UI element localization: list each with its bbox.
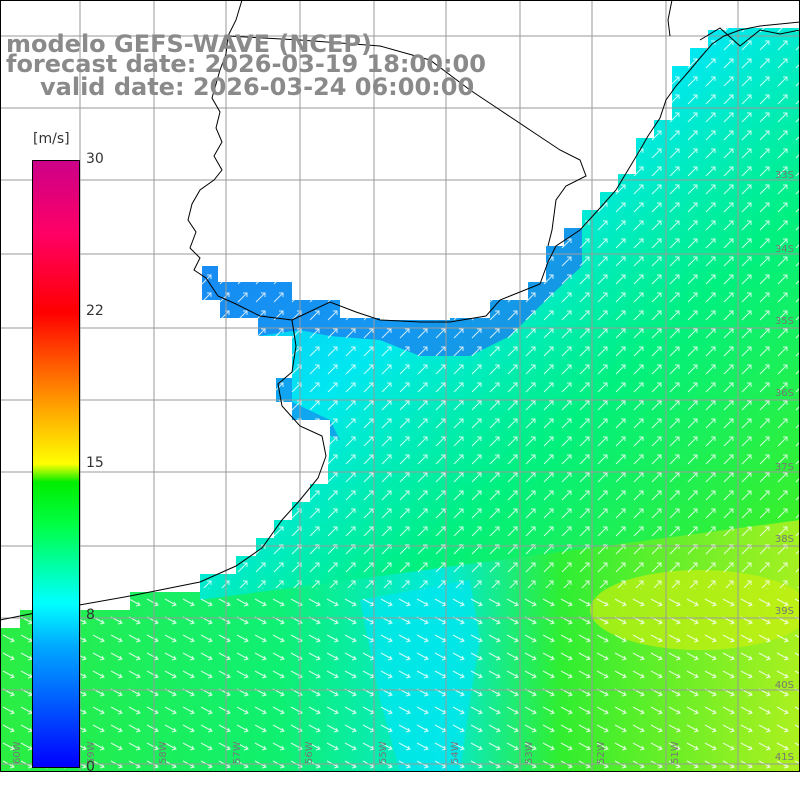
lon-label: 58W [158, 741, 169, 764]
colorbar-tick: 15 [86, 455, 104, 471]
colorbar-tick: 8 [86, 607, 95, 623]
lat-label: 34S [775, 244, 794, 255]
colorbar-unit: [m/s] [33, 131, 70, 147]
lat-label: 38S [775, 534, 794, 545]
title-forecast-date: forecast date: 2026-03-19 18:00:00 [6, 50, 486, 78]
lon-label: 52W [596, 741, 607, 764]
lon-label: 56W [304, 741, 315, 764]
lat-label: 41S [775, 752, 794, 763]
colorbar-tick: 30 [86, 151, 104, 167]
lon-label: 57W [232, 741, 243, 764]
coastline [0, 0, 800, 621]
lon-label: 54W [450, 741, 461, 764]
title-model: modelo GEFS-WAVE (NCEP) [6, 30, 372, 58]
lat-label: 36S [775, 388, 794, 399]
lon-label: 59W [86, 741, 97, 764]
title-valid-date: valid date: 2026-03-24 06:00:00 [40, 73, 475, 101]
lat-lon-grid [0, 0, 800, 772]
lat-label: 39S [775, 606, 794, 617]
lon-label: 51W [670, 741, 681, 764]
lat-label: 40S [775, 680, 794, 691]
colorbar-tick: 22 [86, 303, 104, 319]
lat-labels: 33S 34S 35S 36S 37S 38S 39S 40S 41S [775, 170, 794, 763]
land-mask [0, 0, 800, 628]
lon-label: 60W [12, 741, 23, 764]
lon-label: 53W [524, 741, 535, 764]
lat-label: 37S [775, 462, 794, 473]
lat-label: 33S [775, 170, 794, 181]
lat-label: 35S [775, 316, 794, 327]
lon-labels: 60W 59W 58W 57W 56W 55W 54W 53W 52W 51W [12, 741, 681, 764]
colorbar-tick: 0 [86, 759, 95, 775]
lon-label: 55W [378, 741, 389, 764]
colorbar [32, 160, 80, 768]
